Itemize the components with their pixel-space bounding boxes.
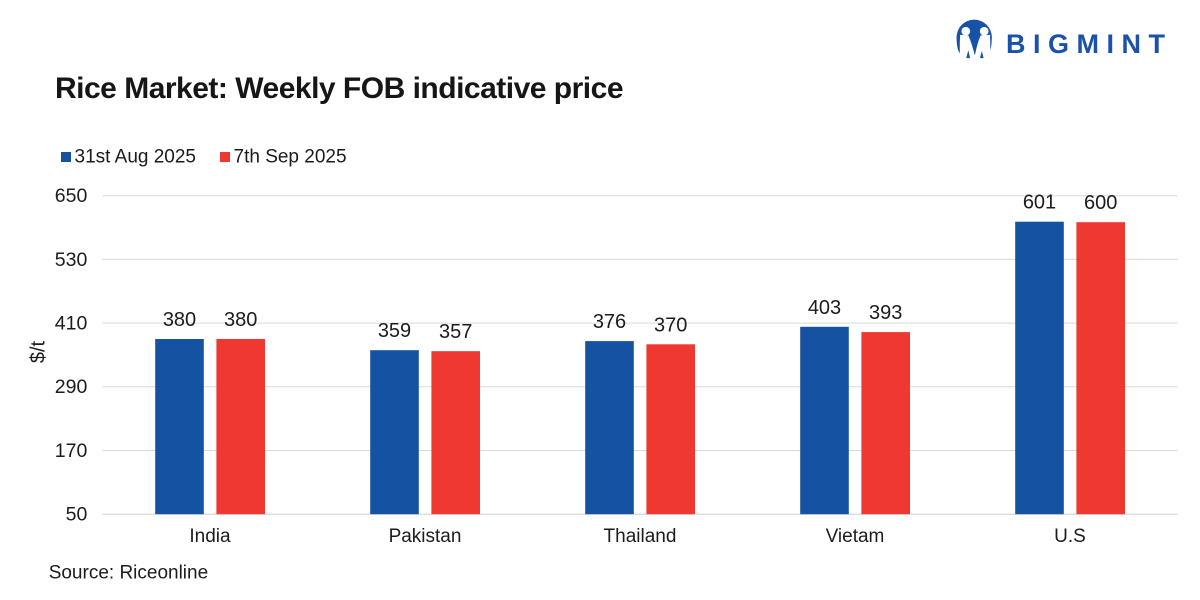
svg-text:393: 393 — [869, 302, 902, 324]
svg-text:31st Aug 2025: 31st Aug 2025 — [75, 146, 197, 167]
svg-text:Thailand: Thailand — [604, 526, 677, 547]
svg-text:600: 600 — [1084, 192, 1117, 214]
svg-text:U.S: U.S — [1054, 526, 1086, 547]
svg-text:410: 410 — [55, 313, 88, 335]
svg-text:380: 380 — [163, 309, 196, 331]
svg-text:Source: Riceonline: Source: Riceonline — [49, 563, 208, 584]
svg-text:370: 370 — [654, 314, 687, 336]
svg-text:601: 601 — [1023, 192, 1056, 214]
svg-text:530: 530 — [55, 249, 88, 271]
svg-text:170: 170 — [55, 440, 88, 462]
svg-text:7th Sep 2025: 7th Sep 2025 — [234, 146, 347, 167]
svg-text:50: 50 — [66, 504, 88, 526]
svg-text:290: 290 — [55, 376, 88, 398]
svg-text:BIGMINT: BIGMINT — [1006, 29, 1173, 59]
svg-text:359: 359 — [378, 320, 411, 342]
svg-text:376: 376 — [593, 311, 626, 333]
svg-text:India: India — [189, 526, 231, 547]
svg-text:Vietam: Vietam — [826, 526, 885, 547]
svg-text:Pakistan: Pakistan — [389, 526, 462, 547]
svg-text:357: 357 — [439, 321, 472, 343]
svg-text:403: 403 — [808, 297, 841, 319]
svg-text:$/t: $/t — [28, 340, 50, 363]
svg-text:650: 650 — [55, 185, 88, 207]
svg-text:Rice Market: Weekly FOB indica: Rice Market: Weekly FOB indicative price — [55, 72, 623, 105]
svg-text:380: 380 — [224, 309, 257, 331]
